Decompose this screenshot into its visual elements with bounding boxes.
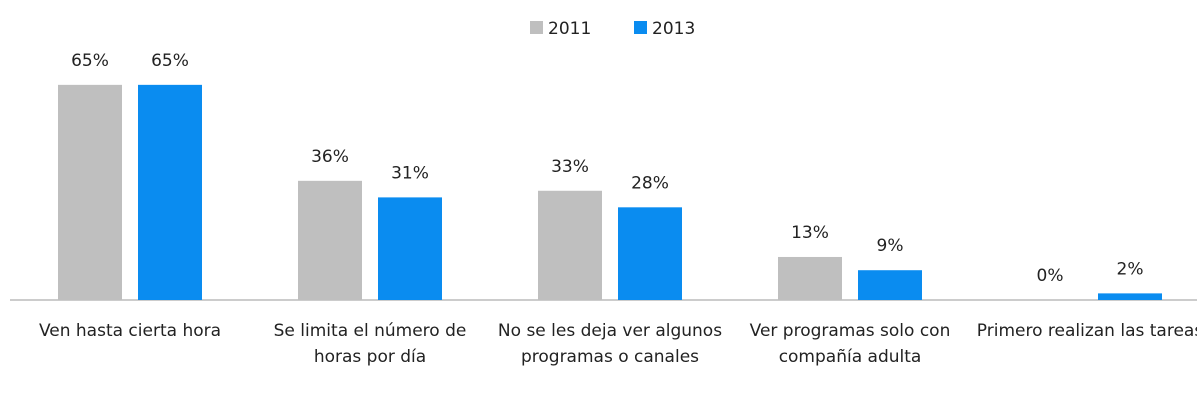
value-label: 0%: [1037, 266, 1064, 286]
legend-swatch: [530, 21, 543, 34]
value-label: 36%: [311, 147, 349, 167]
value-label: 65%: [71, 51, 109, 71]
legend-label: 2013: [652, 19, 695, 39]
x-tick-label: Ver programas solo con compañía adulta: [749, 321, 951, 367]
legend-swatch: [634, 21, 647, 34]
x-tick-label: Ven hasta cierta hora: [38, 321, 222, 341]
value-label: 2%: [1117, 259, 1144, 279]
bar: [298, 180, 362, 300]
value-label: 13%: [791, 223, 829, 243]
value-label: 31%: [391, 163, 429, 183]
value-label: 65%: [151, 51, 189, 71]
bar: [1098, 293, 1162, 300]
bar: [778, 256, 842, 300]
x-tick-label: No se les deja ver algunos programas o c…: [497, 321, 723, 367]
value-label: 9%: [877, 236, 904, 256]
bar: [618, 207, 682, 300]
bar: [58, 84, 122, 300]
bar: [858, 270, 922, 300]
value-label: 33%: [551, 157, 589, 177]
x-tick-label: Se limita el número de horas por día: [273, 321, 467, 367]
legend-label: 2011: [548, 19, 591, 39]
bar: [138, 84, 202, 300]
bar: [378, 197, 442, 300]
value-label: 28%: [631, 173, 669, 193]
bar: [538, 190, 602, 300]
x-tick-label: Primero realizan las tareas: [976, 321, 1197, 341]
